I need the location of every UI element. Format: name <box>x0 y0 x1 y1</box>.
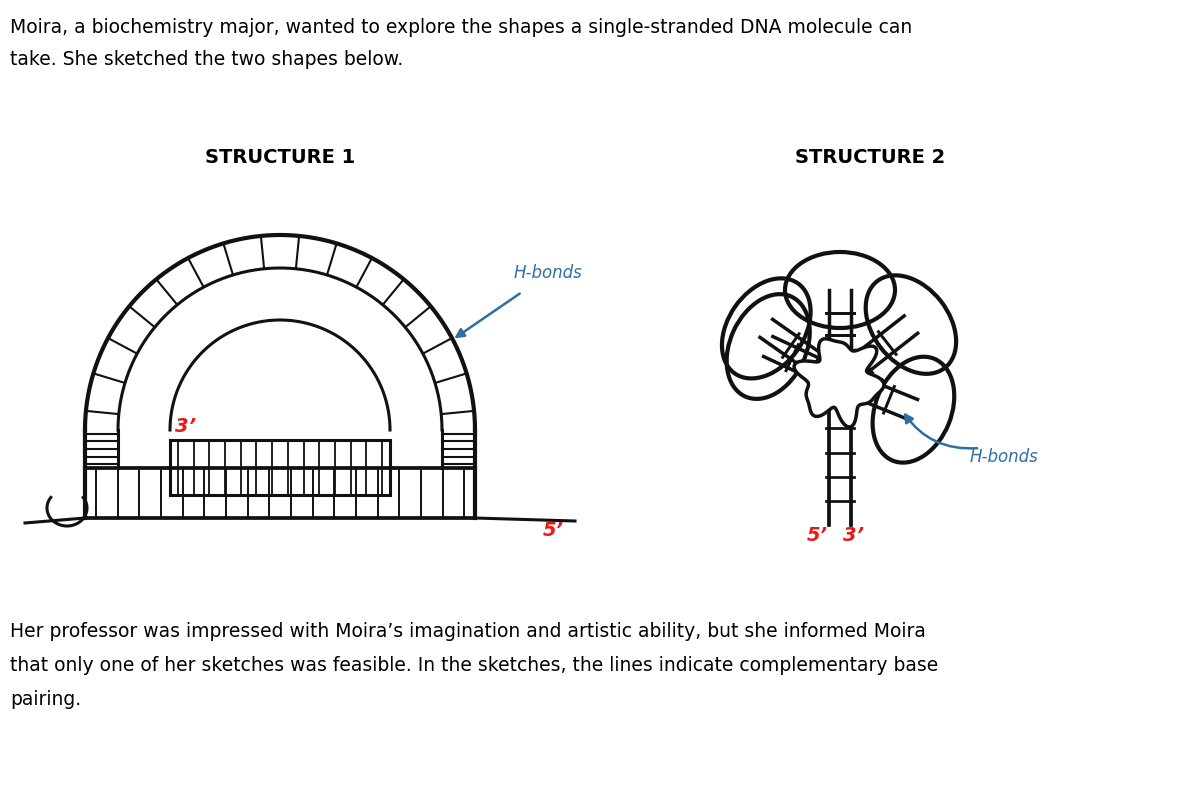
Polygon shape <box>794 338 884 427</box>
Text: 5’: 5’ <box>542 521 564 540</box>
Text: H-bonds: H-bonds <box>514 264 583 282</box>
Text: pairing.: pairing. <box>10 690 82 709</box>
Text: take. She sketched the two shapes below.: take. She sketched the two shapes below. <box>10 50 403 69</box>
Text: Her professor was impressed with Moira’s imagination and artistic ability, but s: Her professor was impressed with Moira’s… <box>10 622 926 641</box>
Text: STRUCTURE 1: STRUCTURE 1 <box>205 148 355 167</box>
Text: 3’: 3’ <box>175 417 196 436</box>
Text: 3’: 3’ <box>844 526 864 545</box>
Text: STRUCTURE 2: STRUCTURE 2 <box>794 148 946 167</box>
Text: H-bonds: H-bonds <box>970 448 1039 466</box>
Text: 5’: 5’ <box>808 526 828 545</box>
Text: Moira, a biochemistry major, wanted to explore the shapes a single-stranded DNA : Moira, a biochemistry major, wanted to e… <box>10 18 912 37</box>
Text: that only one of her sketches was feasible. In the sketches, the lines indicate : that only one of her sketches was feasib… <box>10 656 938 675</box>
